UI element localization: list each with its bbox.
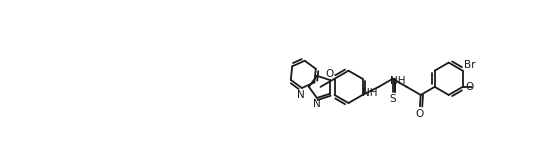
Text: NH: NH — [362, 88, 378, 98]
Text: Br: Br — [464, 60, 476, 70]
Text: N: N — [297, 90, 305, 100]
Text: O: O — [326, 69, 334, 79]
Text: S: S — [389, 94, 396, 104]
Text: N: N — [313, 99, 321, 109]
Text: NH: NH — [390, 76, 406, 86]
Text: O: O — [465, 82, 473, 92]
Text: O: O — [415, 110, 423, 119]
